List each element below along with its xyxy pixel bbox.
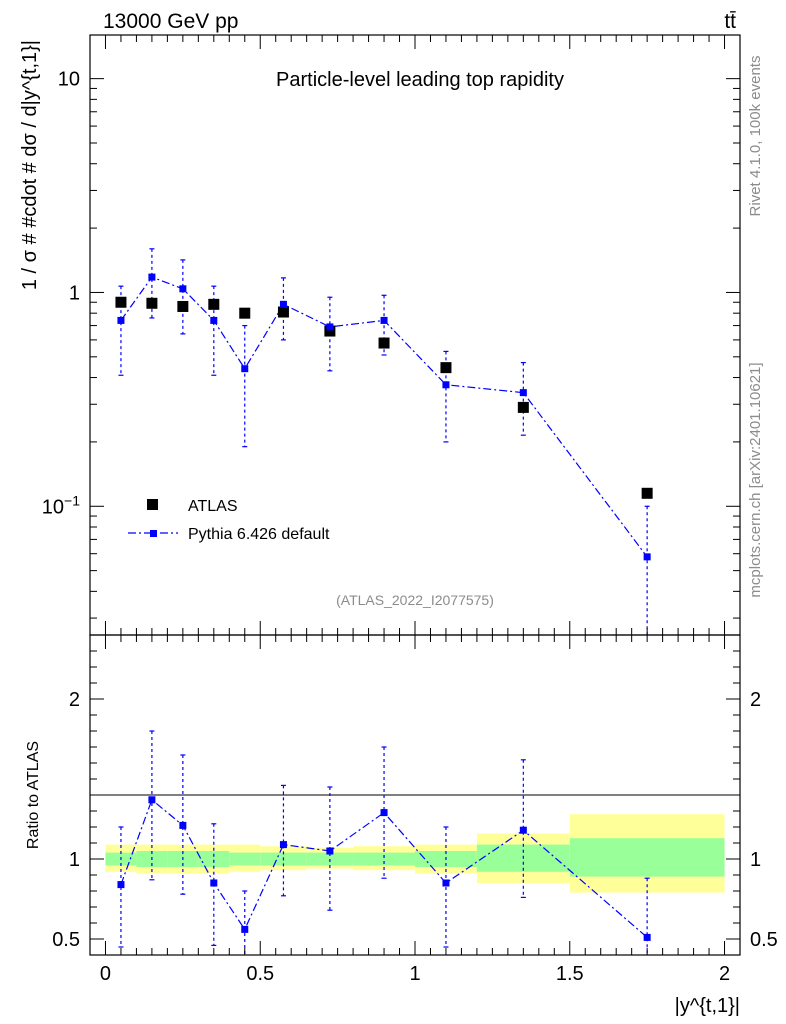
analysis-watermark: (ATLAS_2022_I2077575): [336, 592, 494, 608]
ratio-ytick-label-left: 1: [69, 849, 80, 871]
ratio-xtick-label: 0: [100, 963, 111, 985]
pythia-ratio-point: [179, 821, 187, 829]
ratio-band-stat: [353, 852, 415, 866]
atlas-data-point: [146, 297, 158, 309]
ratio-xtick-label: 1.5: [556, 963, 584, 985]
chart-title: Particle-level leading top rapidity: [276, 69, 564, 91]
ratio-xtick-label: 2: [719, 963, 730, 985]
ratio-ytick-label-left: 2: [69, 689, 80, 711]
ratio-ylabel: Ratio to ATLAS: [25, 741, 42, 849]
rivet-version-label: Rivet 4.1.0, 100k events: [747, 56, 764, 217]
pythia-data-point: [326, 323, 334, 331]
atlas-data-point: [517, 401, 529, 413]
pythia-ratio-point: [279, 841, 287, 849]
ratio-ytick-label-right: 2: [750, 689, 761, 711]
atlas-data-point: [440, 362, 452, 374]
pythia-data-point: [380, 316, 388, 324]
atlas-data-point: [378, 337, 390, 349]
ratio-xtick-label: 0.5: [246, 963, 274, 985]
pythia-data-point: [210, 316, 218, 324]
main-ticks: 10 1 10−1: [42, 35, 740, 635]
ratio-ytick-label-left: 0.5: [52, 929, 80, 951]
main-errors: [118, 248, 650, 635]
pythia-ratio-point: [442, 879, 450, 887]
pythia-ratio-point: [643, 933, 651, 941]
pythia-data-point: [148, 273, 156, 281]
pythia-ratio-point: [117, 881, 125, 889]
ratio-ticks: 0 0.5 1 1.5 2 0.5 0.5 1 1 2 2: [52, 634, 778, 985]
main-points: [115, 273, 653, 561]
ratio-ytick-label-right: 0.5: [750, 929, 778, 951]
legend-marker-atlas: [147, 499, 158, 510]
pythia-data-point: [179, 285, 187, 293]
ratio-band-stat: [569, 838, 725, 877]
ratio-band-stat: [198, 851, 230, 867]
main-ytick-label: 10: [58, 69, 80, 91]
process-label: tt̄: [724, 10, 736, 33]
pythia-data-point: [442, 381, 450, 389]
main-ytick-label: 1: [69, 282, 80, 304]
pythia-ratio-point: [380, 809, 388, 817]
atlas-data-point: [641, 487, 653, 499]
pythia-data-point: [279, 300, 287, 308]
ratio-xlabel: |y^{t,1}|: [675, 995, 740, 1017]
main-ytick-label: 10−1: [42, 492, 80, 518]
pythia-ratio-point: [210, 879, 218, 887]
pythia-ratio-line: [120, 798, 648, 938]
atlas-data-point: [239, 307, 251, 319]
source-label: mcplots.cern.ch [arXiv:2401.10621]: [747, 362, 764, 597]
pythia-data-point: [643, 553, 651, 561]
ratio-ytick-label-right: 1: [750, 849, 761, 871]
ratio-frame: [89, 634, 741, 956]
pythia-ratio-point: [326, 847, 334, 855]
energy-label: 13000 GeV pp: [103, 10, 238, 33]
main-frame: [89, 34, 741, 636]
ratio-lines: [120, 798, 648, 938]
pythia-data-point: [117, 316, 125, 324]
legend-label-atlas: ATLAS: [188, 498, 238, 515]
pythia-data-point: [241, 365, 249, 373]
ratio-band-stat: [229, 852, 261, 866]
legend: ATLAS Pythia 6.426 default: [128, 498, 330, 543]
atlas-data-point: [177, 300, 189, 312]
legend-label-pythia: Pythia 6.426 default: [188, 526, 330, 543]
atlas-data-point: [115, 296, 127, 308]
ratio-panel: 0 0.5 1 1.5 2 0.5 0.5 1 1 2 2 Ratio to ATLAS |y^{t…: [25, 634, 778, 1017]
atlas-data-point: [324, 325, 336, 337]
atlas-data-point: [277, 306, 289, 318]
pythia-ratio-point: [241, 925, 249, 933]
main-ylabel: 1 / σ # #cdot # dσ / d|y^{t,1}|: [19, 40, 41, 290]
pythia-ratio-point: [148, 796, 156, 804]
main-panel: 10 1 10−1 Particle-level leading top rapid…: [19, 34, 741, 636]
pythia-data-point: [519, 389, 527, 397]
atlas-data-point: [208, 298, 220, 310]
ratio-xtick-label: 1: [409, 963, 420, 985]
pythia-ratio-point: [519, 826, 527, 834]
ratio-points: [117, 796, 651, 941]
legend-marker-pythia: [150, 530, 157, 537]
